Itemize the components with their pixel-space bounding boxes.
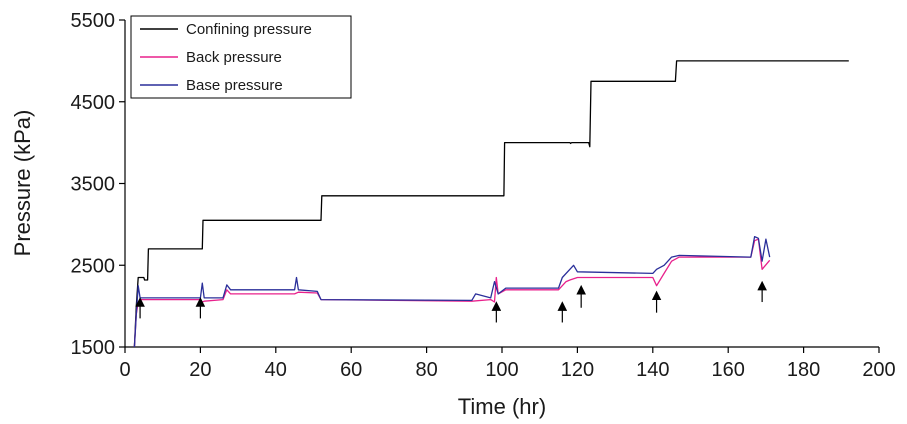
- x-tick-label: 40: [265, 359, 287, 381]
- x-tick-label: 180: [787, 359, 820, 381]
- x-axis-title: Time (hr): [458, 394, 546, 419]
- x-tick-label: 80: [415, 359, 437, 381]
- y-tick-label: 5500: [71, 10, 116, 32]
- legend: Confining pressure Back pressure Base pres…: [130, 15, 352, 99]
- y-tick-label: 3500: [71, 174, 116, 196]
- x-tick-label: 100: [485, 359, 518, 381]
- legend-label-back-pressure: Back pressure: [186, 49, 282, 66]
- series-line-back-pressure: [133, 238, 771, 348]
- y-tick-label: 1500: [71, 337, 116, 359]
- x-ticks: 0 20 40 60 80 100 120 140 160 180 200: [119, 347, 896, 381]
- y-tick-label: 2500: [71, 255, 116, 277]
- series-line-base-pressure: [133, 235, 771, 348]
- y-ticks: 1500 2500 3500 4500 5500: [71, 10, 125, 359]
- x-tick-label: 200: [862, 359, 895, 381]
- x-tick-label: 60: [340, 359, 362, 381]
- x-tick-label: 160: [712, 359, 745, 381]
- legend-label-base-pressure: Base pressure: [186, 77, 283, 94]
- y-tick-label: 4500: [71, 92, 116, 114]
- series-layer: [133, 60, 849, 348]
- x-tick-label: 120: [561, 359, 594, 381]
- x-tick-label: 0: [119, 359, 130, 381]
- x-tick-label: 20: [189, 359, 211, 381]
- x-tick-label: 140: [636, 359, 669, 381]
- series-line-confining-pressure: [133, 60, 849, 348]
- annotation-layer: [135, 280, 767, 323]
- y-axis-title: Pressure (kPa): [10, 110, 35, 257]
- legend-label-confining-pressure: Confining pressure: [186, 21, 312, 38]
